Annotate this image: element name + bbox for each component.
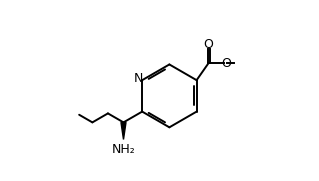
Text: N: N xyxy=(134,72,143,85)
Text: NH₂: NH₂ xyxy=(112,143,135,156)
Text: O: O xyxy=(204,38,213,51)
Text: O: O xyxy=(221,57,231,70)
Polygon shape xyxy=(121,122,126,139)
